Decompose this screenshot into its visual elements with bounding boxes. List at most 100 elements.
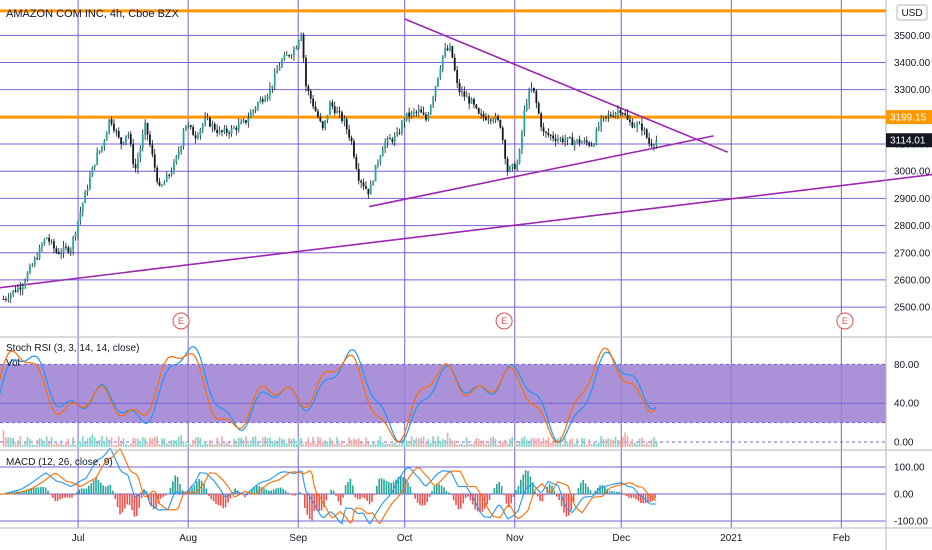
macd-histogram-bar	[421, 494, 424, 506]
macd-histogram-bar	[472, 494, 474, 505]
volume-bar	[398, 443, 401, 447]
candle-body	[45, 237, 48, 240]
candle-body	[290, 55, 293, 57]
volume-bar	[139, 441, 142, 447]
macd-histogram-bar	[328, 493, 330, 495]
macd-histogram-bar	[176, 476, 179, 494]
macd-histogram-bar	[395, 479, 397, 494]
macd-histogram-bar	[282, 488, 284, 494]
macd-histogram-bar	[73, 494, 76, 495]
candle-body	[158, 181, 161, 186]
candle-body	[74, 233, 77, 238]
volume-bar	[153, 436, 156, 447]
candle-body	[612, 115, 615, 117]
candle-body	[269, 88, 271, 96]
macd-histogram-bar	[222, 494, 224, 509]
macd-histogram-bar	[184, 494, 186, 495]
candle-body	[50, 241, 53, 243]
volume-bar	[343, 444, 346, 447]
candle-body	[271, 85, 274, 89]
candle-body	[571, 137, 574, 146]
candle-body	[485, 117, 487, 120]
macd-histogram-bar	[366, 494, 368, 501]
candle-body	[192, 127, 195, 136]
macd-histogram-bar	[54, 494, 56, 501]
volume-bar	[345, 443, 348, 447]
macd-histogram-bar	[212, 494, 215, 502]
candle-body	[19, 287, 22, 290]
earnings-marker	[836, 312, 854, 330]
volume-bar	[283, 439, 286, 447]
volume-bar	[84, 441, 86, 447]
macd-histogram-bar	[584, 483, 587, 494]
volume-bar	[626, 436, 629, 447]
candle-body	[156, 167, 159, 182]
candle-body	[410, 112, 413, 117]
macd-histogram-bar	[313, 494, 316, 511]
volume-bar	[391, 443, 394, 447]
candle-body	[110, 119, 113, 124]
candle-body	[211, 124, 214, 127]
candle-body	[223, 128, 226, 133]
volume-bar	[465, 437, 468, 447]
volume-bar	[60, 440, 62, 447]
macd-histogram-bar	[616, 491, 618, 494]
volume-bar	[336, 436, 338, 447]
volume-bar	[425, 442, 427, 447]
volume-bar	[494, 439, 497, 447]
candle-body	[557, 139, 559, 141]
candle-body	[175, 155, 178, 163]
volume-bar	[264, 436, 266, 447]
macd-histogram-bar	[424, 494, 426, 506]
volume-bar	[91, 434, 94, 447]
volume-bar	[12, 438, 14, 447]
macd-histogram-bar	[104, 486, 107, 494]
candle-body	[619, 110, 622, 113]
volume-bar	[242, 439, 245, 447]
candle-body	[441, 55, 444, 69]
candle-body	[161, 185, 163, 187]
volume-bar	[602, 439, 605, 447]
macd-histogram-bar	[205, 488, 208, 494]
volume-bar	[420, 437, 422, 447]
volume-bar	[470, 444, 473, 447]
macd-histogram-bar	[347, 481, 349, 494]
candle-body	[237, 123, 240, 130]
volume-bar	[38, 438, 41, 447]
macd-histogram-bar	[198, 479, 200, 494]
candle-body	[163, 182, 166, 186]
volume-bar	[569, 439, 571, 447]
macd-tick-label: 0.00	[894, 490, 914, 501]
candle-body	[213, 124, 216, 130]
macd-histogram-bar	[11, 491, 13, 494]
macd-histogram-bar	[83, 488, 85, 494]
macd-histogram-bar	[13, 491, 16, 494]
volume-bar	[192, 439, 194, 447]
candle-body	[617, 110, 619, 114]
macd-histogram-bar	[47, 490, 49, 494]
macd-histogram-bar	[95, 477, 97, 494]
volume-bar	[132, 438, 134, 447]
volume-bar	[115, 444, 118, 447]
volume-bar	[290, 439, 293, 447]
candle-body	[108, 119, 111, 133]
candle-body	[84, 191, 87, 203]
volume-bar	[578, 444, 581, 447]
candle-body	[33, 258, 36, 266]
candle-body	[614, 113, 617, 117]
macd-histogram-bar	[457, 494, 460, 510]
candle-body	[631, 121, 634, 128]
macd-histogram-bar	[56, 494, 59, 502]
volume-bar	[204, 440, 206, 447]
macd-histogram-bar	[522, 474, 524, 494]
price-tick-label: 3400.00	[894, 58, 931, 69]
candle-body	[276, 70, 279, 74]
volume-bar	[525, 439, 528, 447]
macd-histogram-bar	[443, 487, 445, 494]
volume-bars	[2, 430, 658, 447]
volume-bar	[113, 444, 115, 447]
candle-body	[391, 139, 394, 142]
candle-body	[480, 113, 483, 115]
candle-body	[242, 120, 245, 122]
